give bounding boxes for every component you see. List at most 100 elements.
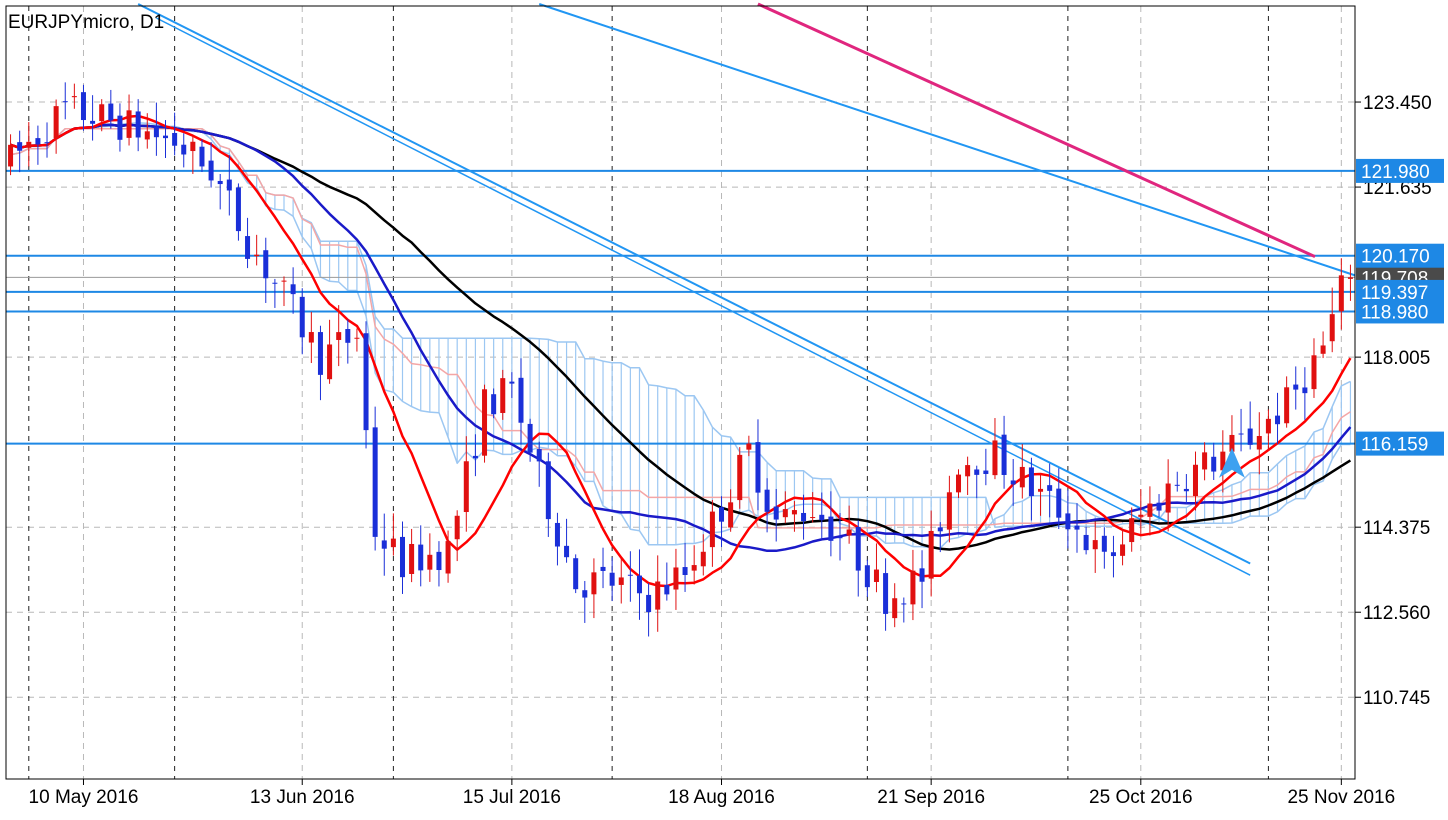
candle-body bbox=[327, 344, 333, 380]
candle-body bbox=[1247, 428, 1253, 445]
candle-body bbox=[317, 332, 323, 375]
candle-body bbox=[427, 554, 433, 570]
plot-frame bbox=[5, 5, 1356, 780]
candle-body bbox=[345, 329, 351, 343]
candle-body bbox=[536, 449, 542, 462]
candle-body bbox=[1202, 452, 1208, 470]
candle-body bbox=[1183, 488, 1189, 492]
candle-body bbox=[1256, 436, 1262, 450]
candle-body bbox=[810, 517, 816, 519]
candle-body bbox=[308, 332, 314, 343]
candle-body bbox=[44, 142, 50, 144]
candle-body bbox=[609, 572, 615, 586]
candle-body bbox=[864, 565, 870, 588]
candle-body bbox=[336, 332, 342, 340]
candle-body bbox=[1293, 384, 1299, 390]
candle-body bbox=[281, 280, 287, 282]
candle-body bbox=[1092, 540, 1098, 550]
candle-body bbox=[163, 135, 169, 139]
candle-body bbox=[791, 510, 797, 515]
candle-body bbox=[1338, 275, 1344, 312]
x-tick-label: 25 Oct 2016 bbox=[1089, 787, 1193, 808]
candle-body bbox=[1192, 464, 1198, 497]
y-tick-label: 112.560 bbox=[1363, 603, 1430, 624]
candle-body bbox=[527, 423, 533, 453]
candle-body bbox=[472, 455, 478, 459]
candle-body bbox=[764, 489, 770, 512]
candle-body bbox=[600, 566, 606, 571]
candle-body bbox=[80, 92, 86, 121]
candle-body bbox=[53, 106, 59, 139]
ma-long-line bbox=[757, 2, 1316, 259]
candle-body bbox=[117, 115, 123, 140]
candle-body bbox=[263, 250, 269, 279]
candle-body bbox=[901, 603, 907, 605]
candle-body bbox=[509, 381, 515, 384]
candle-body bbox=[545, 461, 551, 520]
candle-body bbox=[937, 527, 943, 532]
candle-body bbox=[946, 492, 952, 530]
candle-body bbox=[1129, 518, 1135, 543]
price-badges: 119.708121.980120.170119.397118.980116.1… bbox=[1356, 158, 1444, 456]
candle-body bbox=[272, 282, 278, 284]
candle-body bbox=[491, 394, 497, 415]
candle-body bbox=[673, 567, 679, 590]
candle-body bbox=[700, 551, 706, 567]
level-badge: 119.397 bbox=[1361, 283, 1428, 304]
candle-body bbox=[746, 443, 752, 450]
candle-body bbox=[618, 577, 624, 585]
candle-body bbox=[737, 454, 743, 501]
candle-body bbox=[199, 146, 205, 167]
candle-body bbox=[245, 236, 251, 259]
candle-body bbox=[591, 572, 597, 595]
ma-fast-line bbox=[10, 114, 1352, 588]
candle-body bbox=[208, 160, 214, 181]
candle-body bbox=[1083, 534, 1089, 551]
level-badge: 121.980 bbox=[1361, 162, 1430, 183]
candle-body bbox=[1220, 451, 1226, 471]
candle-body bbox=[8, 144, 14, 167]
candle-body bbox=[126, 110, 132, 138]
candle-body bbox=[381, 540, 387, 549]
candle-body bbox=[1311, 355, 1317, 390]
candle-body bbox=[299, 296, 305, 338]
moving-averages bbox=[10, 2, 1352, 588]
candle-body bbox=[35, 138, 41, 145]
candle-body bbox=[983, 470, 989, 474]
candle-body bbox=[409, 543, 415, 574]
candle-body bbox=[910, 570, 916, 605]
ma-mid-line bbox=[10, 123, 1352, 553]
buy-arrow-marker bbox=[1218, 447, 1245, 478]
trendlines[interactable] bbox=[137, 3, 1356, 576]
candle-body bbox=[363, 333, 369, 431]
candle-body bbox=[828, 516, 834, 541]
candle-body bbox=[290, 284, 296, 295]
candle-body bbox=[354, 337, 360, 339]
y-tick-label: 110.745 bbox=[1363, 688, 1430, 709]
level-badge: 116.159 bbox=[1361, 435, 1428, 456]
candle-body bbox=[627, 574, 633, 576]
candle-body bbox=[254, 254, 260, 257]
candle-body bbox=[172, 132, 178, 146]
candle-body bbox=[974, 469, 980, 475]
candle-body bbox=[436, 551, 442, 571]
candle-body bbox=[855, 526, 861, 571]
candle-body bbox=[646, 594, 652, 613]
candle-body bbox=[90, 120, 96, 124]
candle-body bbox=[655, 581, 661, 610]
y-tick-label: 118.005 bbox=[1363, 348, 1430, 369]
candle-body bbox=[217, 180, 223, 185]
candle-body bbox=[1110, 552, 1116, 557]
y-tick-label: 121.635 bbox=[1363, 178, 1432, 199]
level-badge-bg bbox=[1356, 243, 1444, 268]
axes: 123.450 121.635 118.005 114.375 112.560 110.7… bbox=[5, 5, 1432, 808]
candle-body bbox=[1329, 314, 1335, 342]
candle-body bbox=[500, 378, 506, 413]
candle-body bbox=[1047, 485, 1053, 491]
candle-body bbox=[135, 111, 141, 138]
candle-body bbox=[390, 538, 396, 548]
candle-body bbox=[719, 507, 725, 522]
candle-body bbox=[919, 568, 925, 582]
